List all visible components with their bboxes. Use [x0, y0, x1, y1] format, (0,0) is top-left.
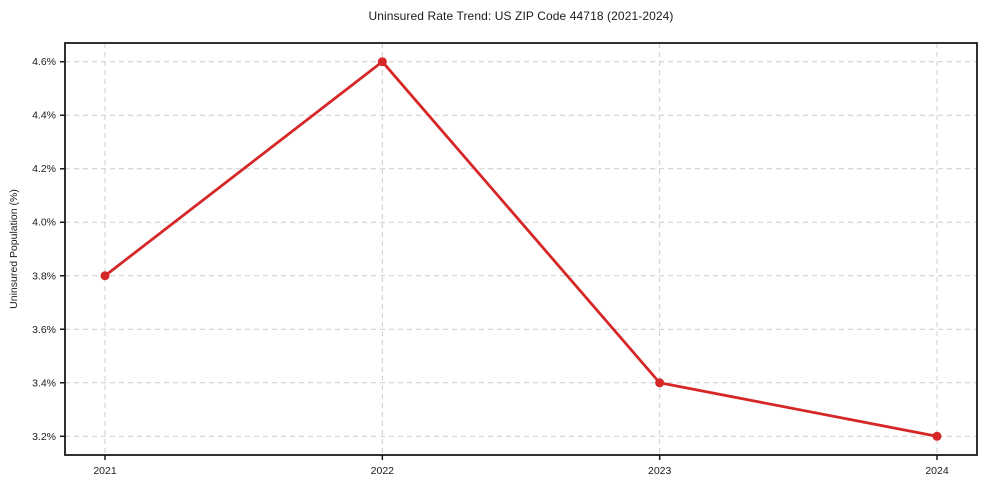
series-line	[103, 60, 939, 438]
y-tick-label: 4.4%	[32, 110, 56, 122]
y-tick-label: 4.6%	[32, 56, 56, 68]
x-tick-label: 2021	[93, 465, 117, 477]
data-point-marker	[932, 431, 942, 441]
data-point-marker	[100, 271, 110, 281]
y-tick-label: 4.2%	[32, 163, 56, 175]
y-tick-label: 3.4%	[32, 377, 56, 389]
y-tick-label: 3.6%	[32, 324, 56, 336]
y-tick-label: 3.8%	[32, 270, 56, 282]
data-point-marker	[655, 378, 665, 388]
data-point-marker	[377, 57, 387, 67]
x-tick-label: 2022	[371, 465, 395, 477]
y-tick-label: 4.0%	[32, 217, 56, 229]
x-tick-label: 2023	[648, 465, 672, 477]
y-tick-label: 3.2%	[32, 431, 56, 443]
plot-border	[64, 42, 978, 456]
chart-title: Uninsured Rate Trend: US ZIP Code 44718 …	[368, 9, 674, 23]
x-tick-label: 2024	[925, 465, 949, 477]
